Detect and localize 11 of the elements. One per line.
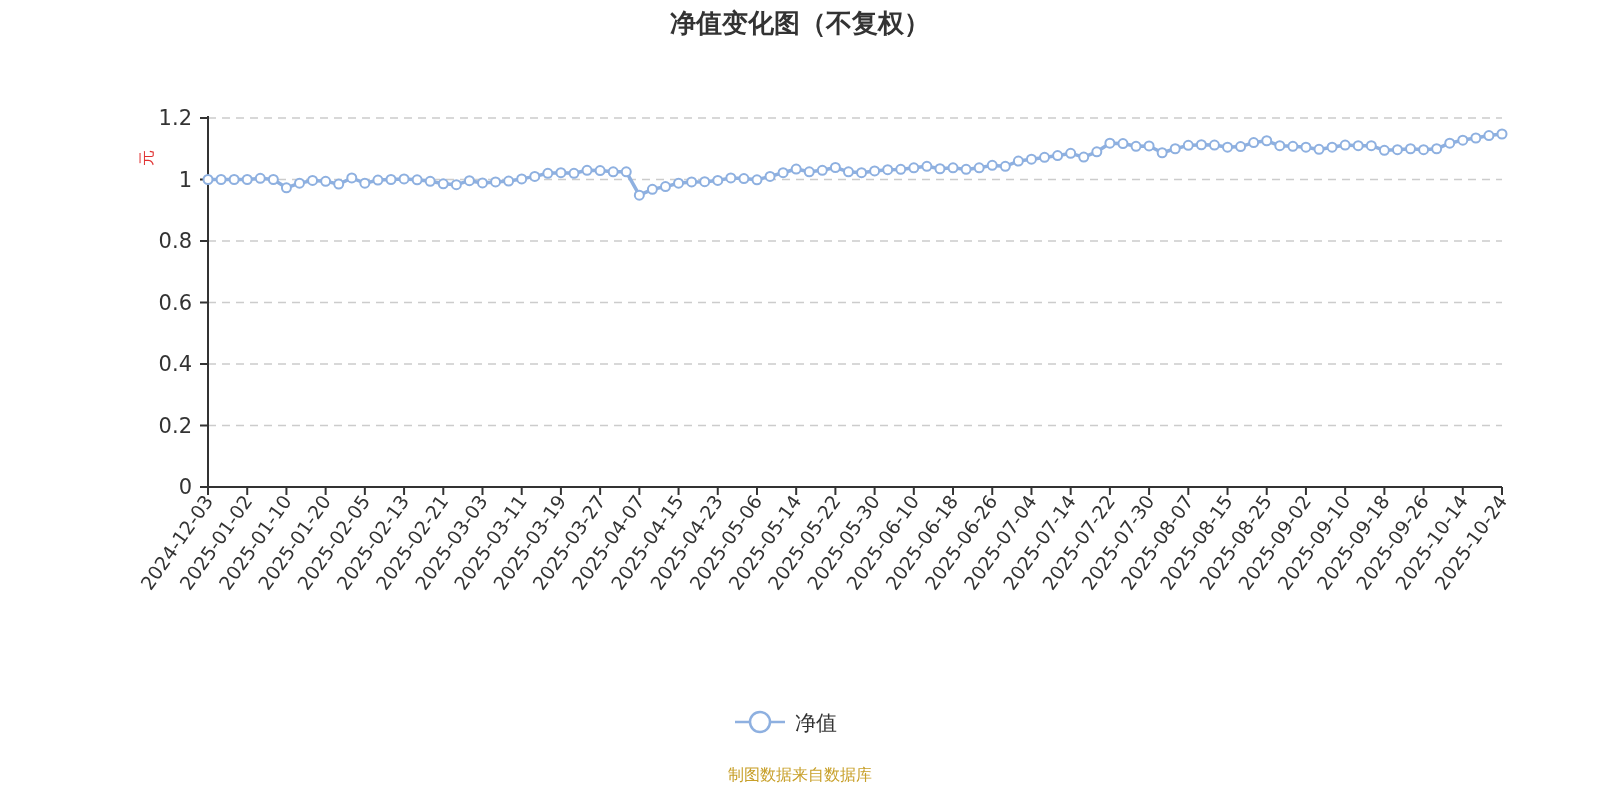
text: 制图数据来自数据库 bbox=[728, 765, 872, 784]
y-tick-label: 0.2 bbox=[158, 413, 192, 438]
y-tick-label: 0.6 bbox=[158, 290, 192, 315]
y-tick-label: 0.8 bbox=[158, 229, 192, 253]
chart-title: 净值变化图（不复权） bbox=[670, 8, 930, 38]
y-tick-label: 1.2 bbox=[158, 106, 192, 130]
y-tick-label: 0 bbox=[178, 475, 192, 499]
y-tick-label: 1 bbox=[178, 167, 192, 192]
y-axis-title: 元 bbox=[137, 150, 156, 166]
legend-label: 净值 bbox=[795, 711, 837, 735]
y-tick-label: 0.4 bbox=[158, 352, 192, 376]
